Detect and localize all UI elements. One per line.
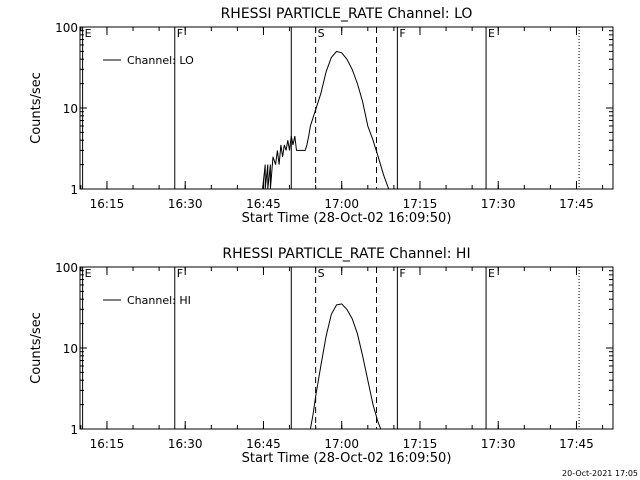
flag-label: S <box>318 267 325 280</box>
y-axis-label: Counts/sec <box>29 72 44 144</box>
series-line <box>262 50 394 189</box>
y-tick-label: 10 <box>63 102 78 116</box>
x-tick-label: 17:00 <box>324 437 359 451</box>
x-tick-label: 17:45 <box>559 197 594 211</box>
flag-label: F <box>399 267 405 280</box>
chart-title: RHESSI PARTICLE_RATE Channel: HI <box>222 246 470 262</box>
x-tick-label: 16:45 <box>246 197 281 211</box>
flag-label: F <box>177 27 183 40</box>
y-tick-label: 100 <box>55 21 78 35</box>
flag-label: E <box>85 267 92 280</box>
plot-frame <box>79 26 614 190</box>
flag-label: E <box>488 27 495 40</box>
x-tick-label: 16:15 <box>90 197 125 211</box>
flag-label: E <box>85 27 92 40</box>
legend-label: Channel: HI <box>127 294 191 307</box>
x-axis-label: Start Time (28-Oct-02 16:09:50) <box>242 451 452 466</box>
footer-timestamp: 20-Oct-2021 17:05 <box>562 469 638 478</box>
y-tick-label: 1 <box>70 183 78 197</box>
x-tick-label: 17:15 <box>403 437 438 451</box>
x-axis-label: Start Time (28-Oct-02 16:09:50) <box>242 211 452 226</box>
flag-label: S <box>318 27 325 40</box>
legend-label: Channel: LO <box>127 54 194 67</box>
y-tick-label: 1 <box>70 423 78 437</box>
series-line <box>309 303 382 429</box>
x-tick-label: 17:30 <box>481 437 516 451</box>
plot-frame <box>79 266 614 430</box>
chart-panel-lo: RHESSI PARTICLE_RATE Channel: LO 1 10 100 Co… <box>29 6 614 226</box>
y-tick-label: 10 <box>63 342 78 356</box>
x-tick-label: 17:00 <box>324 197 359 211</box>
y-tick-label: 100 <box>55 261 78 275</box>
flag-label: E <box>488 267 495 280</box>
x-tick-label: 16:30 <box>168 437 203 451</box>
x-tick-label: 17:15 <box>403 197 438 211</box>
x-tick-label: 17:45 <box>559 437 594 451</box>
chart-title: RHESSI PARTICLE_RATE Channel: LO <box>221 6 473 22</box>
chart-panel-hi: RHESSI PARTICLE_RATE Channel: HI 1 10 100 Co… <box>29 246 614 466</box>
x-tick-label: 16:15 <box>90 437 125 451</box>
x-tick-label: 16:30 <box>168 197 203 211</box>
flag-label: F <box>177 267 183 280</box>
x-tick-label: 16:45 <box>246 437 281 451</box>
x-tick-label: 17:30 <box>481 197 516 211</box>
flag-label: F <box>399 27 405 40</box>
y-axis-label: Counts/sec <box>29 312 44 384</box>
